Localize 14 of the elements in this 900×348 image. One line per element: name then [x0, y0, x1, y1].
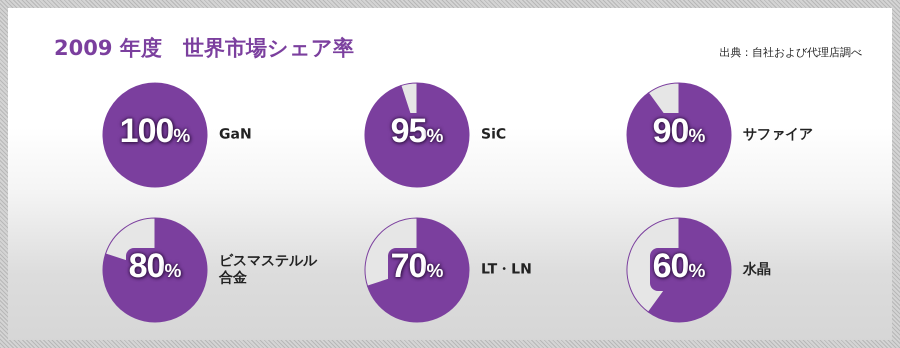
- data-label: 100%: [120, 112, 190, 150]
- data-label: 95%: [390, 112, 444, 150]
- data-label: 60%: [652, 247, 706, 285]
- data-label: 90%: [652, 112, 706, 150]
- slice-label: 水晶: [743, 262, 771, 278]
- slice-label: LT・LN: [481, 262, 532, 278]
- data-label: 80%: [128, 247, 182, 285]
- source-note: 出典 : 自社および代理店調べ: [719, 45, 862, 60]
- slice-label: ビスマステルル合金: [219, 253, 318, 287]
- chart-title: 2009 年度 世界市場シェア率: [54, 35, 354, 62]
- slice-label: SiC: [481, 126, 506, 144]
- slice-label: GaN: [219, 126, 252, 144]
- data-label: 70%: [390, 247, 444, 285]
- slice-label: サファイア: [743, 126, 813, 144]
